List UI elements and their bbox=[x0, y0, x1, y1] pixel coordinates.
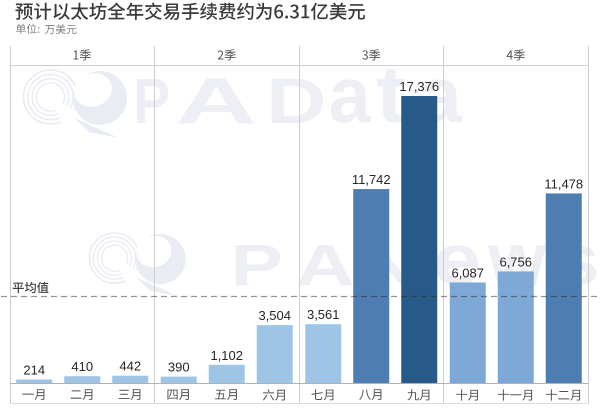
svg-text:390: 390 bbox=[168, 360, 190, 375]
svg-text:1,102: 1,102 bbox=[210, 348, 243, 363]
svg-text:410: 410 bbox=[71, 359, 93, 374]
svg-text:A: A bbox=[176, 66, 257, 138]
svg-text:3,504: 3,504 bbox=[258, 308, 291, 323]
svg-text:11,478: 11,478 bbox=[544, 176, 583, 191]
svg-text:442: 442 bbox=[119, 359, 141, 374]
svg-text:17,376: 17,376 bbox=[399, 79, 439, 94]
svg-text:D: D bbox=[266, 66, 326, 137]
svg-text:P: P bbox=[231, 232, 283, 297]
svg-text:6,087: 6,087 bbox=[451, 265, 484, 280]
svg-text:3,561: 3,561 bbox=[307, 307, 340, 322]
svg-text:P: P bbox=[133, 65, 170, 137]
svg-text:11,742: 11,742 bbox=[352, 172, 391, 187]
svg-text:a: a bbox=[329, 51, 372, 139]
svg-text:214: 214 bbox=[23, 362, 45, 377]
svg-text:A: A bbox=[296, 233, 355, 299]
svg-text:6,756: 6,756 bbox=[499, 254, 532, 269]
